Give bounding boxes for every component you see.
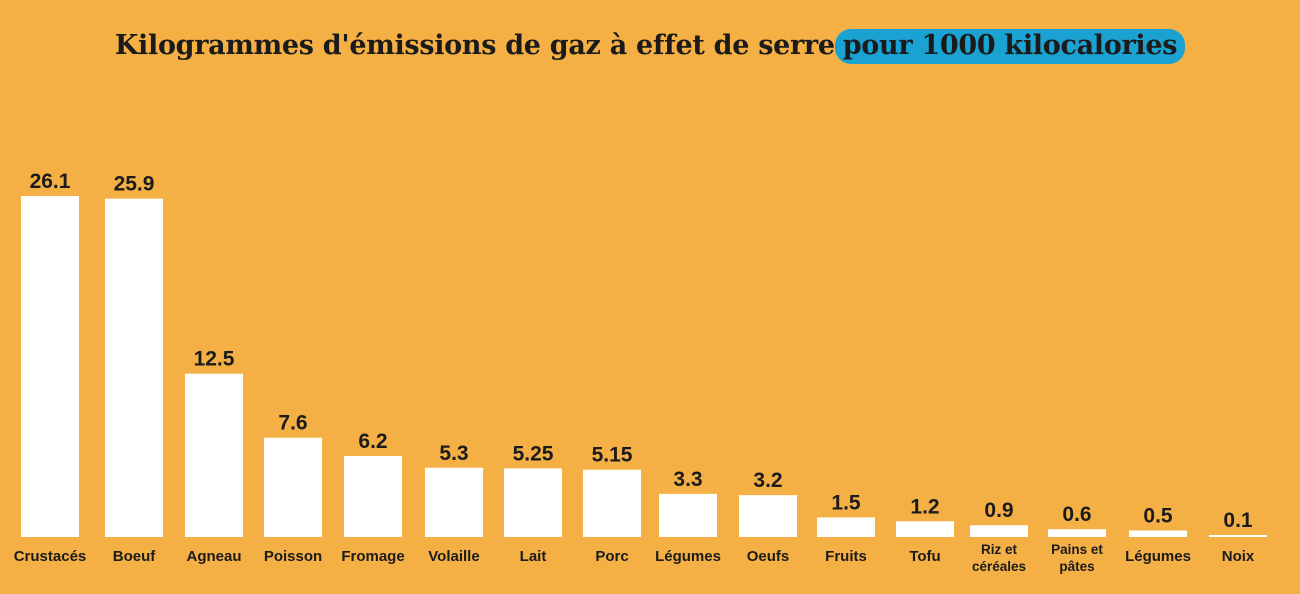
value-label-oeufs-9: 3.2: [753, 469, 782, 492]
category-label-legumes-8: Légumes: [655, 548, 721, 565]
chart-title-main: Kilogrammes d'émissions de gaz à effet d…: [114, 30, 835, 61]
bar-oeufs-9: [739, 495, 797, 537]
bar-tofu-11: [896, 521, 954, 537]
category-label-lait-6: Lait: [520, 548, 547, 565]
bar-volaille-5: [425, 467, 483, 537]
category-label-riz-et-cereales-12: Riz et céréales: [972, 542, 1026, 574]
bar-crustaces-0: [21, 196, 79, 537]
category-labels-group: Crustacés Boeuf Agneau Poisson Fromage Volail…: [14, 542, 1255, 574]
value-label-poisson-3: 7.6: [278, 412, 307, 435]
bar-legumes-14: [1129, 530, 1187, 537]
value-label-noix-15: 0.1: [1223, 509, 1253, 532]
value-label-legumes-14: 0.5: [1143, 504, 1173, 527]
category-label-tofu-11: Tofu: [909, 548, 940, 565]
bar-fromage-4: [344, 455, 402, 537]
value-label-riz-et-cereales-12: 0.9: [984, 499, 1013, 522]
category-label-pains-et-pates-13: Pains et pâtes: [1051, 542, 1103, 574]
category-label-fruits-10: Fruits: [825, 548, 867, 565]
category-label-fromage-4: Fromage: [341, 548, 404, 565]
value-label-agneau-2: 12.5: [194, 348, 235, 371]
category-label-poisson-3: Poisson: [264, 548, 322, 565]
category-label-oeufs-9: Oeufs: [747, 548, 790, 565]
bar-poisson-3: [264, 437, 322, 537]
value-label-volaille-5: 5.3: [439, 442, 468, 465]
value-label-porc-7: 5.15: [592, 444, 633, 467]
bar-riz-et-cereales-12: [970, 525, 1028, 537]
category-label-boeuf-1: Boeuf: [113, 548, 157, 565]
bar-legumes-8: [659, 493, 717, 537]
value-labels-group: 26.1 25.9 12.5 7.6 6.2 5.3 5.25 5.15 3.3 3.2 1.5 1.…: [30, 170, 1253, 532]
bar-noix-15: [1209, 535, 1267, 537]
bar-fruits-10: [817, 517, 875, 537]
bars-group: [21, 196, 1267, 537]
bar-agneau-2: [185, 373, 243, 537]
category-label-agneau-2: Agneau: [186, 548, 241, 565]
bar-pains-et-pates-13: [1048, 529, 1106, 537]
bar-porc-7: [583, 469, 641, 537]
bar-boeuf-1: [105, 198, 163, 537]
value-label-legumes-8: 3.3: [673, 468, 702, 491]
category-label-crustaces-0: Crustacés: [14, 548, 87, 565]
chart-title: Kilogrammes d'émissions de gaz à effet d…: [0, 29, 1300, 64]
value-label-fromage-4: 6.2: [358, 430, 387, 453]
value-label-lait-6: 5.25: [513, 442, 554, 465]
category-label-porc-7: Porc: [595, 548, 628, 565]
value-label-crustaces-0: 26.1: [30, 170, 71, 193]
chart-title-highlight: pour 1000 kilocalories: [834, 29, 1186, 64]
category-label-volaille-5: Volaille: [428, 548, 479, 565]
value-label-boeuf-1: 25.9: [114, 173, 155, 196]
value-label-pains-et-pates-13: 0.6: [1062, 503, 1091, 526]
bar-lait-6: [504, 468, 562, 537]
value-label-fruits-10: 1.5: [831, 491, 861, 514]
value-label-tofu-11: 1.2: [910, 495, 939, 518]
category-label-legumes-14: Légumes: [1125, 548, 1191, 565]
category-label-noix-15: Noix: [1222, 548, 1255, 565]
